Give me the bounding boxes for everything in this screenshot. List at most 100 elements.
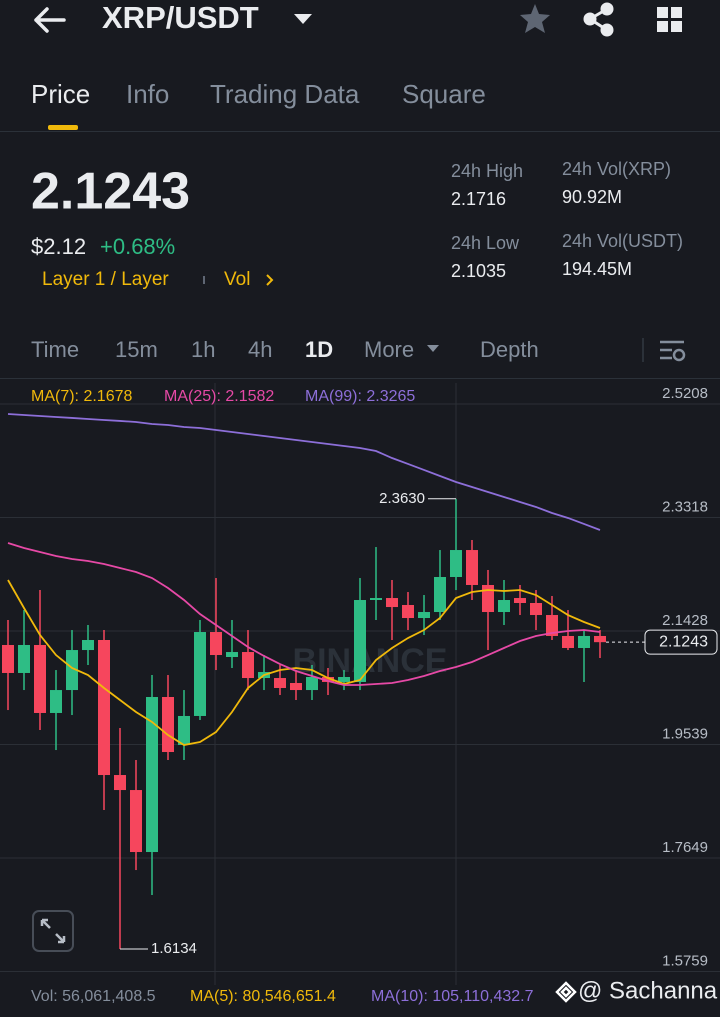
candle-body [498, 600, 510, 613]
tab[interactable]: Info [126, 79, 169, 109]
candle-body [578, 635, 590, 648]
chevron [266, 274, 274, 286]
candle-body [338, 677, 350, 682]
pair-title[interactable]: XRP/USDT [102, 0, 259, 35]
more-caret [427, 345, 439, 352]
candle-body [18, 644, 30, 673]
interval-more[interactable]: More [364, 337, 414, 362]
chart-watermark: BINANCE [293, 642, 448, 680]
candle-body [466, 550, 478, 585]
candle-body [2, 644, 14, 673]
ma-line [7, 542, 601, 686]
y-tick-label: 2.5208 [662, 385, 708, 402]
volume-label: Vol: 56,061,408.5 [31, 988, 156, 1005]
legend-entry: MA(7): 2.1678 [31, 388, 132, 405]
expand-button[interactable] [32, 910, 74, 952]
candle-body [530, 603, 542, 616]
chart-settings-icon[interactable] [660, 340, 686, 362]
stat-label: 24h Low [451, 233, 520, 253]
candle-body [594, 635, 606, 643]
candle-body [482, 584, 494, 613]
candle-body [114, 775, 126, 791]
stat-value: 90.92M [562, 187, 622, 207]
candle-body [66, 650, 78, 691]
candle-body [98, 640, 110, 776]
annotation-label: 2.3630 [379, 490, 425, 507]
ma-line [7, 579, 601, 746]
candle-body [562, 635, 574, 648]
last-price-box [644, 629, 718, 655]
watermark-icon [555, 981, 577, 1003]
candle-body [290, 683, 302, 691]
candle-body [130, 790, 142, 853]
candle-body [418, 612, 430, 619]
candle-body [274, 678, 286, 688]
candle-body [210, 632, 222, 656]
separator [642, 338, 644, 362]
interval[interactable]: Time [31, 337, 79, 362]
candle-body [146, 697, 158, 853]
candle-body [450, 550, 462, 577]
tab-active[interactable]: Price [31, 79, 90, 109]
stat-value: 2.1716 [451, 189, 506, 209]
legend-entry: MA(99): 2.3265 [305, 388, 415, 405]
volume-ma10: MA(10): 105,110,432.7 [371, 988, 534, 1005]
candle-body [34, 644, 46, 713]
stat-label: 24h High [451, 161, 523, 181]
last-price-label: 2.1243 [659, 633, 708, 650]
candle-body [402, 604, 414, 619]
candle-body [514, 598, 526, 604]
last-price: 2.1243 [31, 163, 190, 221]
candlestick-chart: 2.5208 2.3318 2.1428 1.9539 1.7649 1.5759 BINA… [0, 383, 720, 985]
annotation-label: 1.6134 [151, 940, 197, 957]
candle-body [82, 640, 94, 651]
favorite-icon[interactable] [520, 4, 550, 33]
fiat-price: $2.12 [31, 234, 86, 259]
tab[interactable]: Trading Data [210, 79, 360, 109]
layout-icon[interactable] [657, 7, 682, 32]
category-tag[interactable]: Layer 1 / Layer [42, 269, 169, 290]
y-tick-label: 2.3318 [662, 499, 708, 516]
vol-link[interactable]: Vol [224, 269, 250, 290]
y-tick-label: 1.7649 [662, 839, 708, 856]
candle-body [194, 632, 206, 716]
interval-active[interactable]: 1D [305, 337, 333, 362]
y-tick-label: 1.9539 [662, 725, 708, 742]
watermark: @ Sachanna [578, 977, 718, 1004]
candle-body [354, 600, 366, 682]
tab[interactable]: Square [402, 79, 486, 109]
volume-ma5: MA(5): 80,546,651.4 [190, 988, 336, 1005]
candle-body [434, 576, 446, 613]
interval[interactable]: 15m [115, 337, 158, 362]
back-button[interactable] [34, 7, 66, 33]
price-change: +0.68% [100, 234, 175, 259]
legend-entry: MA(25): 2.1582 [164, 388, 274, 405]
candle-body [178, 715, 190, 745]
candle-body [306, 677, 318, 691]
divider [0, 378, 720, 379]
pair-dropdown[interactable] [294, 14, 312, 24]
separator [203, 276, 205, 284]
candle-body [50, 690, 62, 713]
depth-tab[interactable]: Depth [480, 337, 539, 362]
tab-indicator [48, 125, 78, 130]
share-icon[interactable] [583, 2, 614, 37]
y-tick-label: 2.1428 [662, 612, 708, 629]
candle-body [546, 615, 558, 636]
interval[interactable]: 1h [191, 337, 215, 362]
candle-body [226, 652, 238, 658]
candle-body [370, 598, 382, 601]
candle-body [242, 652, 254, 679]
divider [0, 131, 720, 132]
interval[interactable]: 4h [248, 337, 272, 362]
candle-body [322, 677, 334, 682]
stat-value: 2.1035 [451, 261, 506, 281]
candle-body [386, 598, 398, 608]
ma-line [7, 413, 601, 531]
y-tick-label: 1.5759 [662, 953, 708, 970]
candle-body [162, 697, 174, 753]
stat-label: 24h Vol(XRP) [562, 159, 671, 179]
